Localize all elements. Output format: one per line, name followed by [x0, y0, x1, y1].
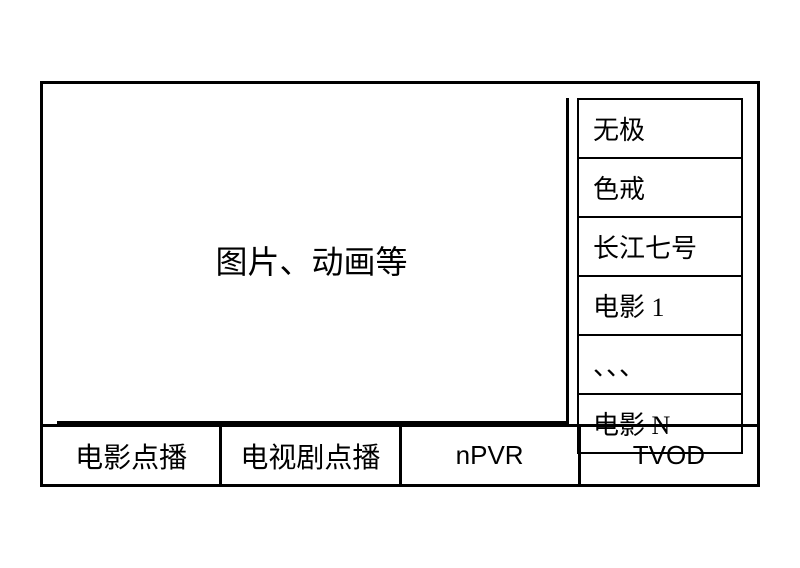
movie-item-1[interactable]: 色戒	[577, 157, 743, 216]
movie-label: 无极	[593, 116, 645, 145]
movie-item-0[interactable]: 无极	[577, 98, 743, 157]
preview-label: 图片、动画等	[215, 237, 407, 283]
movie-label: 色戒	[593, 175, 645, 204]
movie-label: 、、、	[593, 352, 645, 381]
tab-label: TVOD	[633, 440, 705, 471]
movie-item-3[interactable]: 电影 1	[577, 275, 743, 334]
main-container: 图片、动画等 无极 色戒 长江七号 电影 1 、、、 电影 N 电影点播	[40, 81, 760, 487]
movie-item-ellipsis: 、、、	[577, 334, 743, 393]
bottom-tabs: 电影点播 电视剧点播 nPVR TVOD	[43, 424, 757, 484]
movie-label: 长江七号	[593, 234, 697, 263]
tab-tvod[interactable]: TVOD	[581, 424, 757, 484]
tab-movie-vod[interactable]: 电影点播	[43, 424, 222, 484]
tab-tv-vod[interactable]: 电视剧点播	[222, 424, 401, 484]
movie-label: 电影 1	[593, 293, 665, 322]
tab-label: nPVR	[456, 440, 524, 471]
tab-label: 电视剧点播	[240, 436, 380, 476]
movie-item-2[interactable]: 长江七号	[577, 216, 743, 275]
movie-list: 无极 色戒 长江七号 电影 1 、、、 电影 N	[577, 84, 757, 424]
top-section: 图片、动画等 无极 色戒 长江七号 电影 1 、、、 电影 N	[43, 84, 757, 424]
preview-area: 图片、动画等	[57, 98, 569, 424]
tab-npvr[interactable]: nPVR	[402, 424, 581, 484]
tab-label: 电影点播	[75, 436, 187, 476]
